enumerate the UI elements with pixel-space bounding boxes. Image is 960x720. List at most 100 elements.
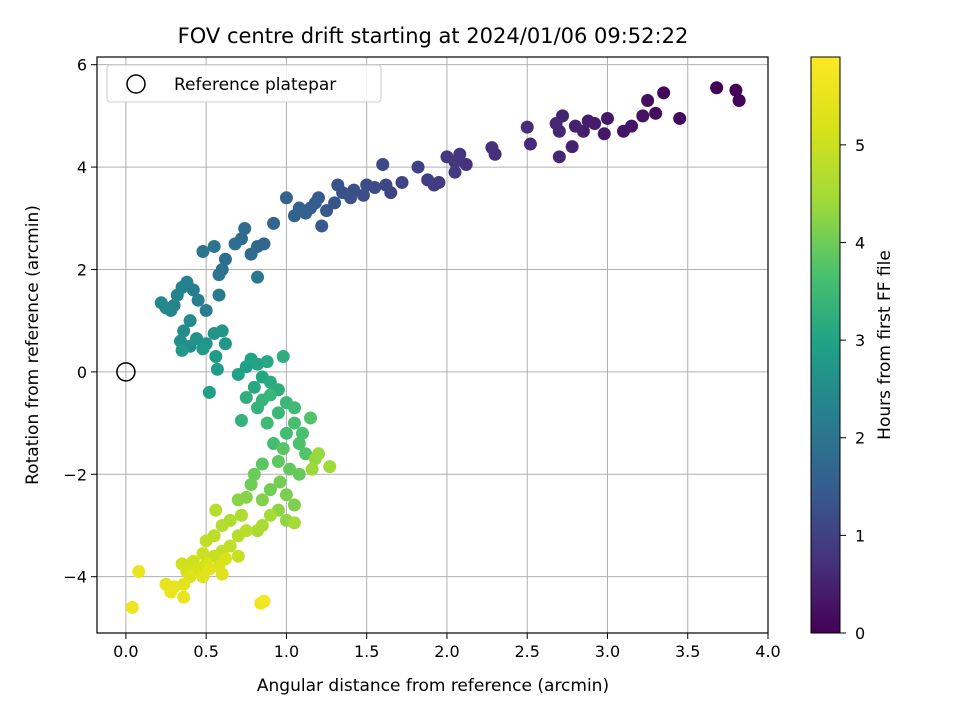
- data-point: [523, 137, 537, 151]
- data-point: [304, 411, 317, 425]
- data-point: [271, 454, 285, 468]
- legend-label: Reference platepar: [174, 75, 336, 95]
- data-point: [244, 478, 258, 492]
- data-point: [209, 503, 223, 517]
- data-point: [212, 268, 226, 282]
- colorbar: 0 1 2 3 4 5 Hours from first FF file: [810, 56, 895, 643]
- data-point: [485, 141, 499, 155]
- data-point: [440, 150, 454, 164]
- y-tick-label: 6: [77, 56, 87, 75]
- data-point: [207, 549, 221, 563]
- data-point: [395, 175, 409, 189]
- data-point: [239, 390, 253, 404]
- data-point: [267, 437, 281, 451]
- data-point: [295, 426, 309, 440]
- data-point: [212, 288, 226, 302]
- data-point: [251, 270, 265, 284]
- data-point: [164, 585, 178, 599]
- x-tick-label: 3.0: [595, 642, 620, 661]
- data-point: [376, 158, 390, 172]
- colorbar-tick-label: 0: [855, 624, 865, 643]
- data-point: [597, 127, 611, 141]
- x-tick-label: 4.0: [755, 642, 780, 661]
- data-point: [287, 401, 301, 415]
- data-point: [459, 158, 473, 172]
- legend: Reference platepar: [106, 64, 382, 103]
- data-point: [287, 416, 301, 430]
- data-point: [238, 222, 252, 236]
- data-point: [636, 109, 650, 123]
- y-axis-label: Rotation from reference (arcmin): [23, 205, 43, 485]
- data-point: [234, 508, 248, 522]
- data-point: [231, 549, 245, 563]
- legend-box: [106, 64, 382, 103]
- data-point: [276, 350, 290, 364]
- data-point: [210, 362, 224, 376]
- data-point: [170, 288, 184, 302]
- data-point: [323, 460, 337, 474]
- data-point: [279, 488, 293, 502]
- colorbar-label: Hours from first FF file: [875, 250, 895, 440]
- data-point: [199, 534, 213, 548]
- data-point: [215, 518, 229, 532]
- x-tick-label: 3.5: [675, 642, 700, 661]
- data-point: [279, 191, 293, 205]
- data-point: [267, 216, 281, 230]
- y-tick-label: −4: [63, 568, 87, 587]
- data-point: [218, 252, 232, 266]
- data-point: [215, 567, 229, 581]
- data-point: [202, 385, 216, 399]
- colorbar-tick-label: 1: [855, 526, 865, 545]
- data-point: [260, 416, 274, 430]
- data-point: [207, 239, 221, 253]
- data-point: [196, 547, 210, 561]
- data-point: [196, 245, 210, 259]
- data-point: [320, 204, 334, 218]
- reference-platepar-marker: [116, 362, 136, 382]
- data-point: [132, 565, 146, 579]
- data-point: [657, 86, 671, 100]
- data-point: [263, 388, 277, 402]
- legend-open-circle-icon: [126, 74, 146, 94]
- data-point: [247, 380, 261, 394]
- data-point: [549, 117, 563, 131]
- data-point: [732, 94, 746, 108]
- data-point: [234, 414, 248, 428]
- data-point: [421, 173, 435, 187]
- data-point: [287, 209, 301, 223]
- data-point: [710, 81, 724, 95]
- data-point: [360, 178, 374, 192]
- data-point: [177, 590, 191, 604]
- data-point: [183, 314, 197, 328]
- x-tick-label: 0.0: [113, 642, 138, 661]
- data-point: [247, 467, 261, 481]
- data-point: [215, 324, 229, 338]
- data-point: [251, 524, 265, 538]
- data-points: [125, 81, 746, 614]
- data-point: [279, 426, 293, 440]
- data-point: [196, 342, 210, 356]
- data-point: [729, 83, 743, 97]
- data-point: [231, 493, 245, 507]
- chart-title: FOV centre drift starting at 2024/01/06 …: [178, 24, 689, 48]
- data-point: [218, 552, 232, 566]
- data-point: [581, 114, 595, 128]
- data-point: [411, 160, 425, 174]
- data-point: [257, 594, 271, 608]
- data-point: [231, 367, 245, 381]
- data-point: [191, 293, 205, 307]
- data-point: [228, 237, 242, 251]
- data-point: [287, 498, 301, 512]
- data-point: [218, 337, 232, 351]
- x-tick-label: 0.5: [193, 642, 218, 661]
- data-point: [199, 303, 213, 317]
- data-point: [641, 94, 655, 108]
- data-point: [263, 375, 277, 389]
- colorbar-tick-label: 2: [855, 429, 865, 448]
- data-point: [271, 406, 285, 420]
- data-point: [283, 462, 297, 476]
- data-point: [276, 442, 290, 456]
- data-point: [202, 562, 216, 576]
- y-tick-label: 2: [77, 260, 87, 279]
